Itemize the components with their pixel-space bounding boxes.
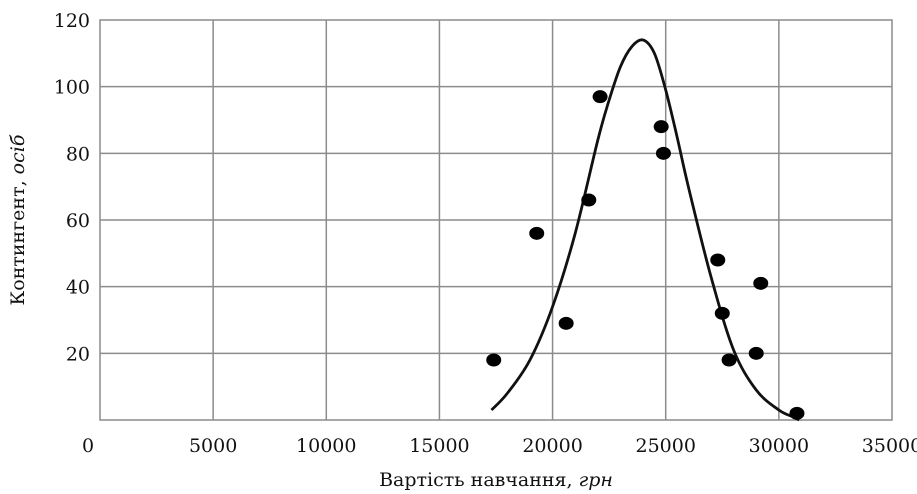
data-point <box>653 120 669 134</box>
data-points <box>486 90 805 420</box>
data-point <box>581 193 597 207</box>
x-axis-label: Вартість навчання, грн <box>379 469 613 491</box>
x-tick-label: 35000 <box>862 435 917 457</box>
data-point <box>721 353 737 367</box>
x-tick-label: 30000 <box>749 435 809 457</box>
data-point <box>655 146 671 160</box>
x-tick-labels: 0 5000 10000 15000 20000 25000 30000 35000 <box>82 435 917 457</box>
data-point <box>789 406 805 420</box>
x-axis-label-unit: грн <box>579 469 613 491</box>
data-point <box>710 253 726 267</box>
x-tick-label: 20000 <box>522 435 582 457</box>
x-tick-label: 25000 <box>635 435 695 457</box>
y-axis-label-main: Контингент, <box>7 174 29 305</box>
y-tick-label: 100 <box>54 77 90 99</box>
data-point <box>558 316 574 330</box>
x-tick-label: 10000 <box>296 435 356 457</box>
x-tick-label: 15000 <box>409 435 469 457</box>
data-point <box>753 276 769 290</box>
y-tick-labels: 20 40 60 80 100 120 <box>54 10 90 365</box>
data-point <box>529 226 545 240</box>
data-point <box>486 353 502 367</box>
data-point <box>748 346 764 360</box>
x-axis-label-main: Вартість навчання, <box>379 469 579 491</box>
y-tick-label: 20 <box>66 343 90 365</box>
x-tick-label: 0 <box>82 435 94 457</box>
y-tick-label: 60 <box>66 210 90 232</box>
y-tick-label: 120 <box>54 10 90 32</box>
grid <box>100 20 892 420</box>
y-axis-label-unit: осіб <box>7 134 29 174</box>
data-point <box>592 90 608 104</box>
fitted-curve <box>490 38 800 422</box>
plot-frame <box>99 19 893 421</box>
y-axis-label: Контингент, осіб <box>7 134 29 305</box>
y-tick-label: 80 <box>66 143 90 165</box>
x-tick-label: 5000 <box>189 435 237 457</box>
y-tick-label: 40 <box>66 277 90 299</box>
data-point <box>714 306 730 320</box>
